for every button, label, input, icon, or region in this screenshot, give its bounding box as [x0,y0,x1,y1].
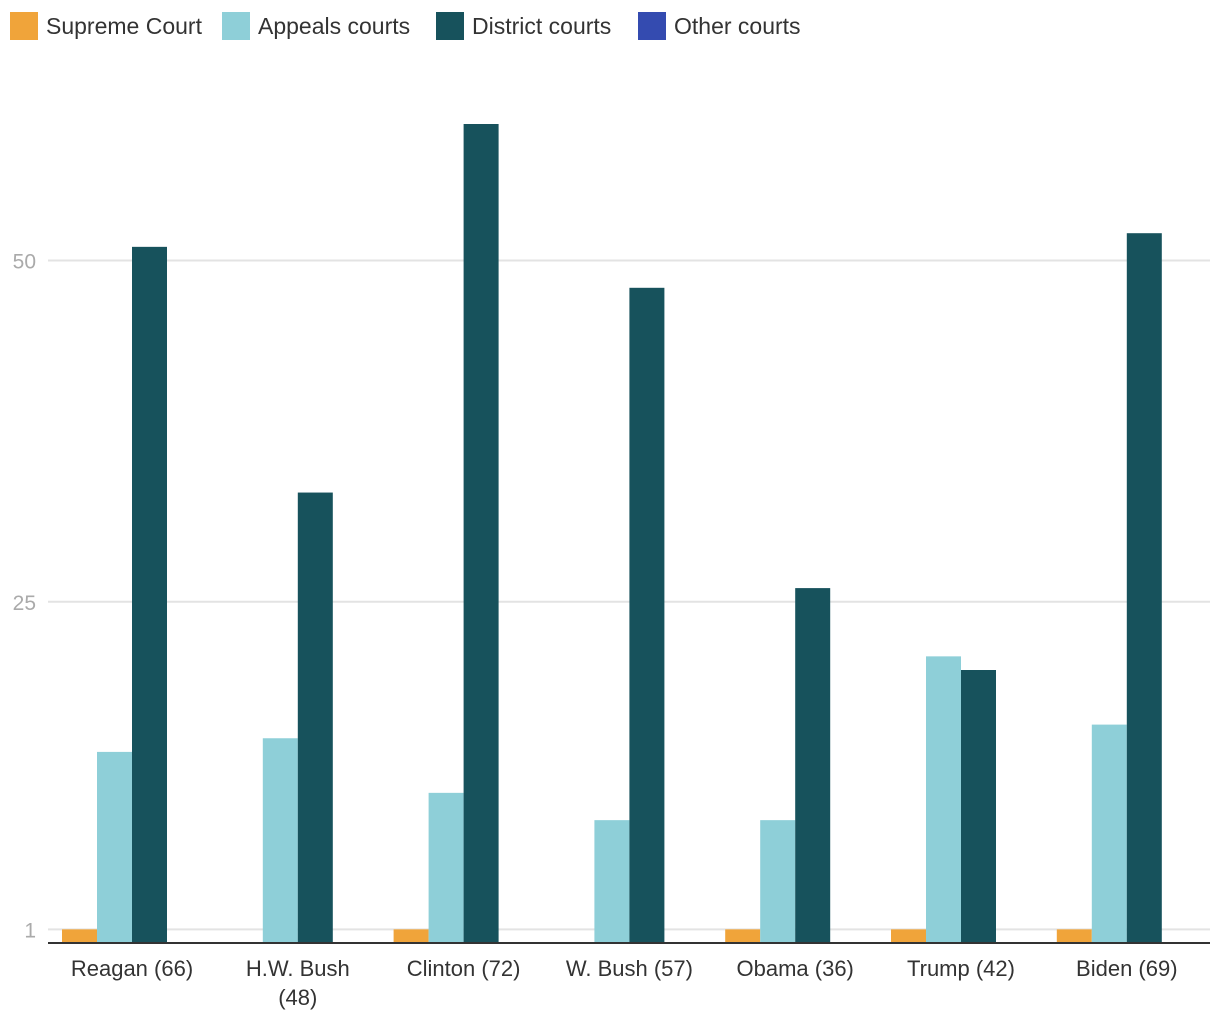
x-tick-label-clinton-72: Clinton (72) [407,956,521,981]
x-tick-label-trump-42: Trump (42) [907,956,1015,981]
x-tick-label-reagan-66: Reagan (66) [71,956,193,981]
bar-supreme-court-reagan-66 [62,929,97,943]
bar-supreme-court-biden-69 [1056,929,1092,943]
legend-swatch-supreme-court [10,12,38,40]
bar-district-courts-w-bush-57 [629,287,665,943]
bar-district-courts-obama-36 [795,588,831,943]
bar-district-courts-reagan-66 [132,246,167,944]
bar-appeals-courts-w-bush-57 [594,820,630,943]
legend-label-supreme-court: Supreme Court [46,13,203,39]
bar-district-courts-biden-69 [1126,233,1162,943]
bar-supreme-court-trump-42 [891,929,926,943]
bar-district-courts-clinton-72 [463,124,499,943]
bars [62,124,1162,944]
legend-swatch-other-courts [638,12,666,40]
bar-district-courts-trump-42 [961,670,996,943]
bar-appeals-courts-biden-69 [1091,724,1127,943]
x-tick-label-w-bush-57: W. Bush (57) [566,956,693,981]
legend-label-district-courts: District courts [472,13,611,39]
legend-label-other-courts: Other courts [674,13,801,39]
bar-appeals-courts-obama-36 [760,820,796,943]
x-tick-label-h-w-bush-48: H.W. Bush (48) [246,956,350,1010]
legend-swatch-district-courts [436,12,464,40]
bar-appeals-courts-reagan-66 [97,751,132,943]
bar-supreme-court-obama-36 [725,929,761,943]
y-tick-label-50: 50 [13,251,36,274]
legend-label-appeals-courts: Appeals courts [258,13,410,39]
bar-supreme-court-clinton-72 [393,929,429,943]
x-tick-label-obama-36: Obama (36) [737,956,854,981]
x-axis: Reagan (66) H.W. Bush (48) Clinton (72) W. B… [48,942,1210,1010]
bar-district-courts-h-w-bush-48 [297,492,333,943]
x-tick-label-biden-69: Biden (69) [1076,956,1178,981]
y-tick-label-1: 1 [24,919,36,942]
bar-appeals-courts-trump-42 [926,656,961,943]
legend-swatch-appeals-courts [222,12,250,40]
y-tick-label-25: 25 [13,592,36,615]
bar-appeals-courts-clinton-72 [428,792,464,943]
legend: Supreme Court Appeals courts District cour… [10,12,801,40]
bar-appeals-courts-h-w-bush-48 [262,738,298,943]
